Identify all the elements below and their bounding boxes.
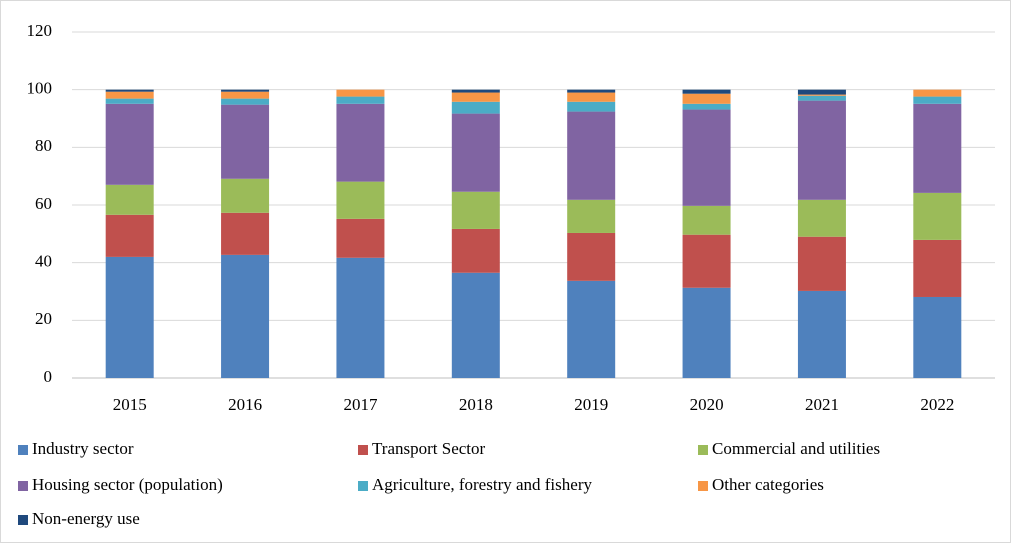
bar-segment	[451, 92, 500, 102]
bar-segment	[105, 184, 154, 215]
x-tick-label: 2019	[574, 395, 608, 414]
bar-segment	[336, 89, 385, 97]
bar-segment	[682, 93, 731, 104]
legend-swatch	[18, 515, 28, 525]
legend-label: Agriculture, forestry and fishery	[372, 475, 592, 494]
x-tick-label: 2021	[805, 395, 839, 414]
bar-segment	[105, 256, 154, 378]
bar-segment	[682, 109, 731, 206]
x-tick-label: 2018	[459, 395, 493, 414]
y-tick-label: 80	[35, 136, 52, 155]
bar-segment	[567, 280, 616, 378]
x-tick-label: 2022	[920, 395, 954, 414]
bar-segment	[567, 199, 616, 233]
legend-swatch	[358, 481, 368, 491]
legend-label: Non-energy use	[32, 509, 140, 528]
bar-segment	[797, 100, 846, 200]
bar-segment	[105, 214, 154, 257]
bar-segment	[336, 96, 385, 104]
bar-segment	[221, 212, 270, 255]
bar-segment	[797, 236, 846, 291]
bar-segment	[336, 181, 385, 219]
bar-segment	[913, 89, 962, 97]
bar-segment	[682, 89, 731, 94]
x-tick-label: 2015	[113, 395, 147, 414]
bar-segment	[105, 91, 154, 99]
legend-label: Commercial and utilities	[712, 439, 880, 458]
bar-segment	[913, 239, 962, 297]
legend-swatch	[18, 481, 28, 491]
bar-segment	[221, 91, 270, 99]
legend-label: Housing sector (population)	[32, 475, 223, 494]
legend-swatch	[698, 481, 708, 491]
bar-segment	[567, 232, 616, 281]
bar-segment	[105, 103, 154, 185]
bar-segment	[797, 89, 846, 95]
bar-segment	[797, 199, 846, 237]
bar-segment	[336, 218, 385, 258]
legend-label: Industry sector	[32, 439, 134, 458]
bar-segment	[567, 89, 616, 93]
bar-segment	[451, 191, 500, 229]
y-tick-label: 20	[35, 309, 52, 328]
bar-segment	[682, 234, 731, 288]
bar-segment	[221, 254, 270, 378]
y-tick-label: 60	[35, 194, 52, 213]
bar-segment	[567, 101, 616, 112]
bar-segment	[451, 101, 500, 114]
bar-segment	[797, 95, 846, 101]
x-tick-label: 2020	[690, 395, 724, 414]
bar-segment	[797, 94, 846, 96]
legend-swatch	[698, 445, 708, 455]
legend-swatch	[18, 445, 28, 455]
y-tick-label: 100	[27, 79, 53, 98]
bar-segment	[913, 192, 962, 240]
bar-segment	[221, 89, 270, 92]
bar-segment	[221, 178, 270, 213]
bar-segment	[451, 228, 500, 273]
bar-segment	[682, 205, 731, 235]
legend-swatch	[358, 445, 368, 455]
y-tick-label: 0	[44, 367, 53, 386]
bar-segment	[682, 103, 731, 110]
bar-segment	[913, 296, 962, 378]
bar-segment	[221, 98, 270, 105]
x-tick-label: 2016	[228, 395, 262, 414]
bar-segment	[451, 113, 500, 192]
bar-segment	[451, 272, 500, 378]
bar-segment	[567, 92, 616, 102]
y-tick-label: 120	[27, 21, 53, 40]
bar-segment	[336, 257, 385, 378]
legend-label: Other categories	[712, 475, 824, 494]
bar-segment	[567, 111, 616, 200]
y-tick-label: 40	[35, 252, 52, 271]
bar-segment	[105, 89, 154, 92]
bar-segment	[913, 96, 962, 104]
bar-segment	[797, 290, 846, 378]
bar-segment	[913, 103, 962, 193]
bar-segment	[682, 287, 731, 378]
bar-segment	[451, 89, 500, 93]
bar-segment	[105, 98, 154, 104]
x-tick-label: 2017	[343, 395, 378, 414]
bar-segment	[336, 103, 385, 182]
legend-label: Transport Sector	[372, 439, 486, 458]
bar-segment	[221, 104, 270, 179]
